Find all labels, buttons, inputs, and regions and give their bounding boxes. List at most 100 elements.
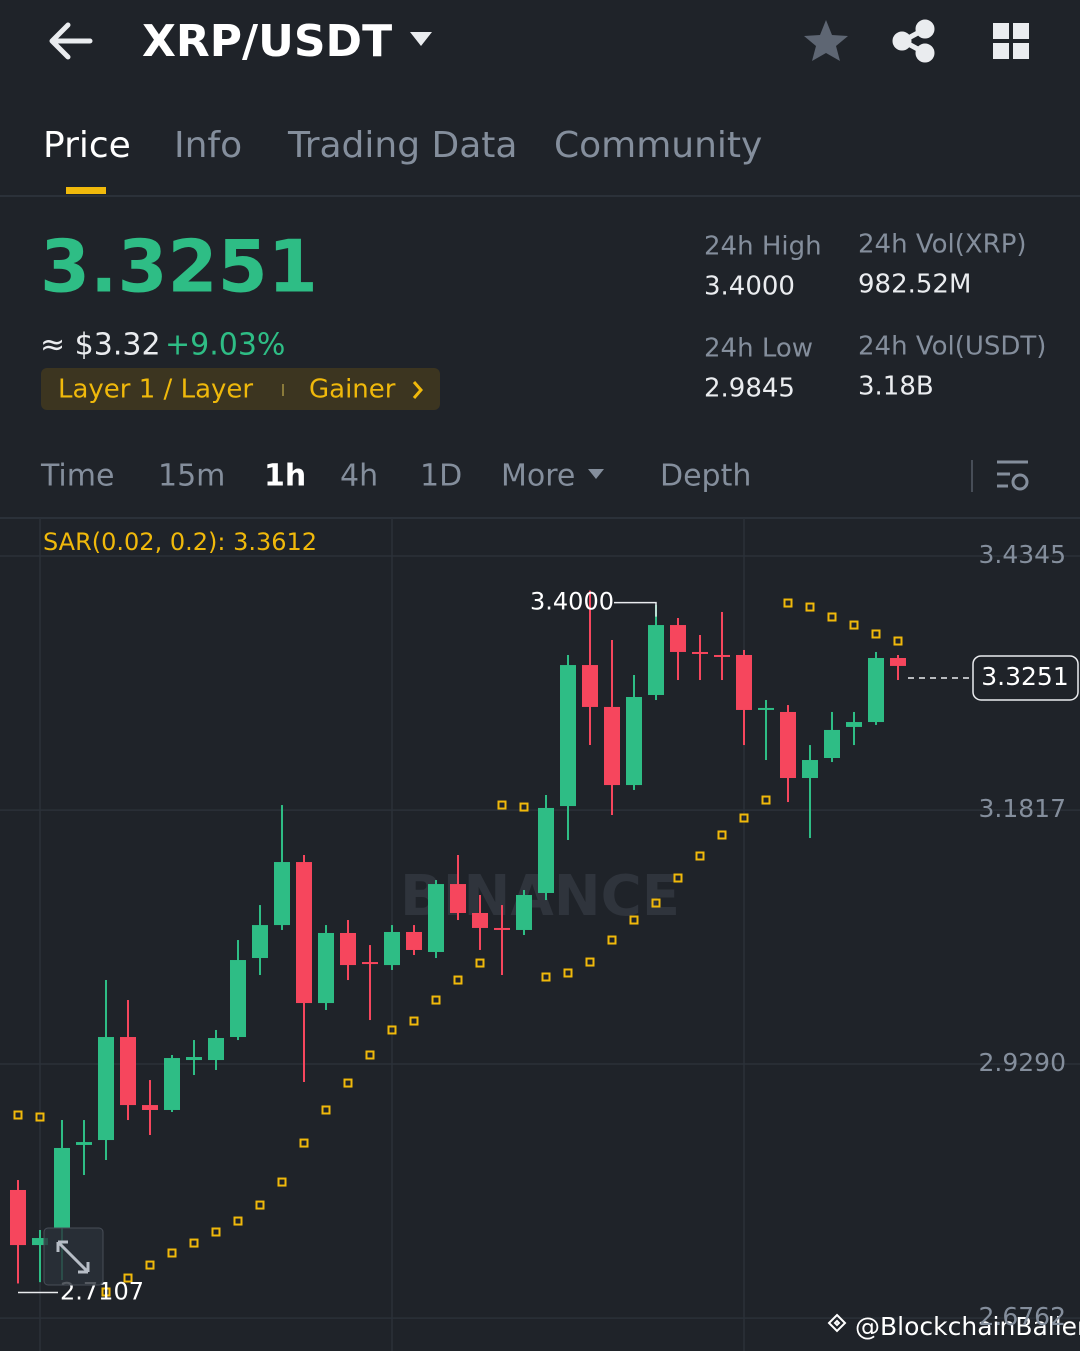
sar-dot bbox=[695, 851, 705, 861]
share-dot bbox=[915, 43, 935, 63]
expand-button[interactable] bbox=[43, 1227, 104, 1286]
sar-dot bbox=[453, 975, 463, 985]
stat-label: 24h Low bbox=[704, 334, 813, 364]
candle-body bbox=[604, 706, 620, 786]
stat-value: 2.9845 bbox=[704, 374, 795, 404]
stat-label: 24h High bbox=[704, 232, 822, 262]
sar-dot bbox=[519, 802, 529, 812]
candle-body bbox=[296, 862, 312, 1004]
candle-body bbox=[648, 625, 664, 695]
sar-dot bbox=[365, 1050, 375, 1060]
sar-dot bbox=[321, 1105, 331, 1115]
interval[interactable]: 1D bbox=[420, 459, 462, 494]
price-change: +9.03% bbox=[165, 328, 285, 363]
sar-dot bbox=[167, 1248, 177, 1258]
sar-dot bbox=[431, 995, 441, 1005]
candle-body bbox=[670, 625, 686, 652]
sar-dot bbox=[497, 800, 507, 810]
candle-body bbox=[780, 711, 796, 779]
sar-dot bbox=[739, 813, 749, 823]
candle-body bbox=[252, 925, 268, 959]
sar-dot bbox=[783, 598, 793, 608]
sar-dot bbox=[189, 1238, 199, 1248]
candle-body bbox=[340, 932, 356, 966]
sar-dot bbox=[849, 620, 859, 630]
sar-dot bbox=[805, 602, 815, 612]
candle-body bbox=[516, 895, 532, 930]
sar-dot bbox=[145, 1260, 155, 1270]
candle-body bbox=[142, 1105, 158, 1110]
pair-caret[interactable] bbox=[410, 32, 432, 46]
stat-label: 24h Vol(XRP) bbox=[858, 230, 1027, 260]
credit: @BlockchainBaller bbox=[827, 1312, 1080, 1341]
candle-body bbox=[120, 1037, 136, 1106]
stat-value: 3.18B bbox=[858, 372, 934, 402]
candle-body bbox=[428, 884, 444, 952]
credit-logo bbox=[827, 1313, 847, 1333]
interval[interactable]: 1h bbox=[264, 459, 306, 494]
tab[interactable]: Price bbox=[43, 125, 131, 166]
chart-settings[interactable] bbox=[997, 460, 1029, 491]
candle-body bbox=[274, 862, 290, 926]
pair-title[interactable]: XRP/USDT bbox=[142, 16, 392, 67]
favorite-star[interactable] bbox=[804, 20, 848, 61]
y-tick-label: 2.9290 bbox=[979, 1048, 1066, 1077]
tab[interactable]: Trading Data bbox=[287, 125, 517, 166]
candle-body bbox=[714, 654, 730, 657]
sar-dot bbox=[35, 1112, 45, 1122]
sar-dot bbox=[827, 612, 837, 622]
tab[interactable]: Community bbox=[554, 125, 762, 166]
interval[interactable]: Time bbox=[40, 459, 114, 494]
candle-body bbox=[736, 654, 752, 710]
candle-body bbox=[868, 658, 884, 723]
tag[interactable]: Gainer bbox=[309, 375, 396, 405]
settings-gear bbox=[1011, 473, 1029, 491]
tag[interactable]: Layer 1 / Layer bbox=[58, 375, 253, 405]
sar-dot bbox=[277, 1177, 287, 1187]
stat-label: 24h Vol(USDT) bbox=[858, 332, 1046, 362]
last-price-box bbox=[972, 655, 1079, 701]
sar-dot bbox=[651, 898, 661, 908]
share-button[interactable] bbox=[892, 19, 935, 63]
candle-body bbox=[54, 1147, 70, 1228]
candle-body bbox=[560, 665, 576, 807]
sar-dot bbox=[893, 636, 903, 646]
candle-body bbox=[692, 651, 708, 654]
last-price: 3.3251 bbox=[40, 225, 318, 309]
tab[interactable]: Info bbox=[174, 125, 242, 166]
stat-value: 3.4000 bbox=[704, 272, 795, 302]
candle-body bbox=[208, 1038, 224, 1061]
sar-dot bbox=[101, 1287, 111, 1297]
share-dot bbox=[915, 19, 935, 39]
sar-dot bbox=[717, 830, 727, 840]
stats: 24h High 3.4000 24h Vol(XRP) 982.52M 24h Low… bbox=[704, 230, 1046, 404]
sar-dot bbox=[673, 873, 683, 883]
high-label: 3.4000 bbox=[530, 588, 614, 616]
candle-body bbox=[582, 665, 598, 707]
sar-dot bbox=[13, 1110, 23, 1120]
grid-menu[interactable] bbox=[993, 23, 1029, 59]
candle-body bbox=[318, 932, 334, 1004]
candle-body bbox=[824, 729, 840, 759]
interval[interactable]: More bbox=[501, 459, 575, 494]
interval[interactable]: 15m bbox=[158, 459, 225, 494]
sar-dot bbox=[871, 629, 881, 639]
candle-body bbox=[758, 707, 774, 710]
candle-body bbox=[846, 722, 862, 727]
sar-dot bbox=[541, 972, 551, 982]
sar-dot bbox=[607, 935, 617, 945]
sar-dot bbox=[761, 795, 771, 805]
interval[interactable]: Depth bbox=[660, 459, 751, 494]
usd-price: ≈ $3.32 bbox=[40, 328, 161, 363]
candle-body bbox=[362, 962, 378, 965]
y-tick-label: 3.4345 bbox=[979, 540, 1066, 569]
sar-dot bbox=[475, 958, 485, 968]
share-dot bbox=[892, 31, 912, 51]
candle-body bbox=[32, 1238, 48, 1246]
candle-body bbox=[164, 1058, 180, 1110]
back-button[interactable] bbox=[49, 22, 93, 60]
candle-body bbox=[538, 807, 554, 893]
interval[interactable]: 4h bbox=[340, 459, 378, 494]
credit-text: @BlockchainBaller bbox=[855, 1312, 1080, 1341]
